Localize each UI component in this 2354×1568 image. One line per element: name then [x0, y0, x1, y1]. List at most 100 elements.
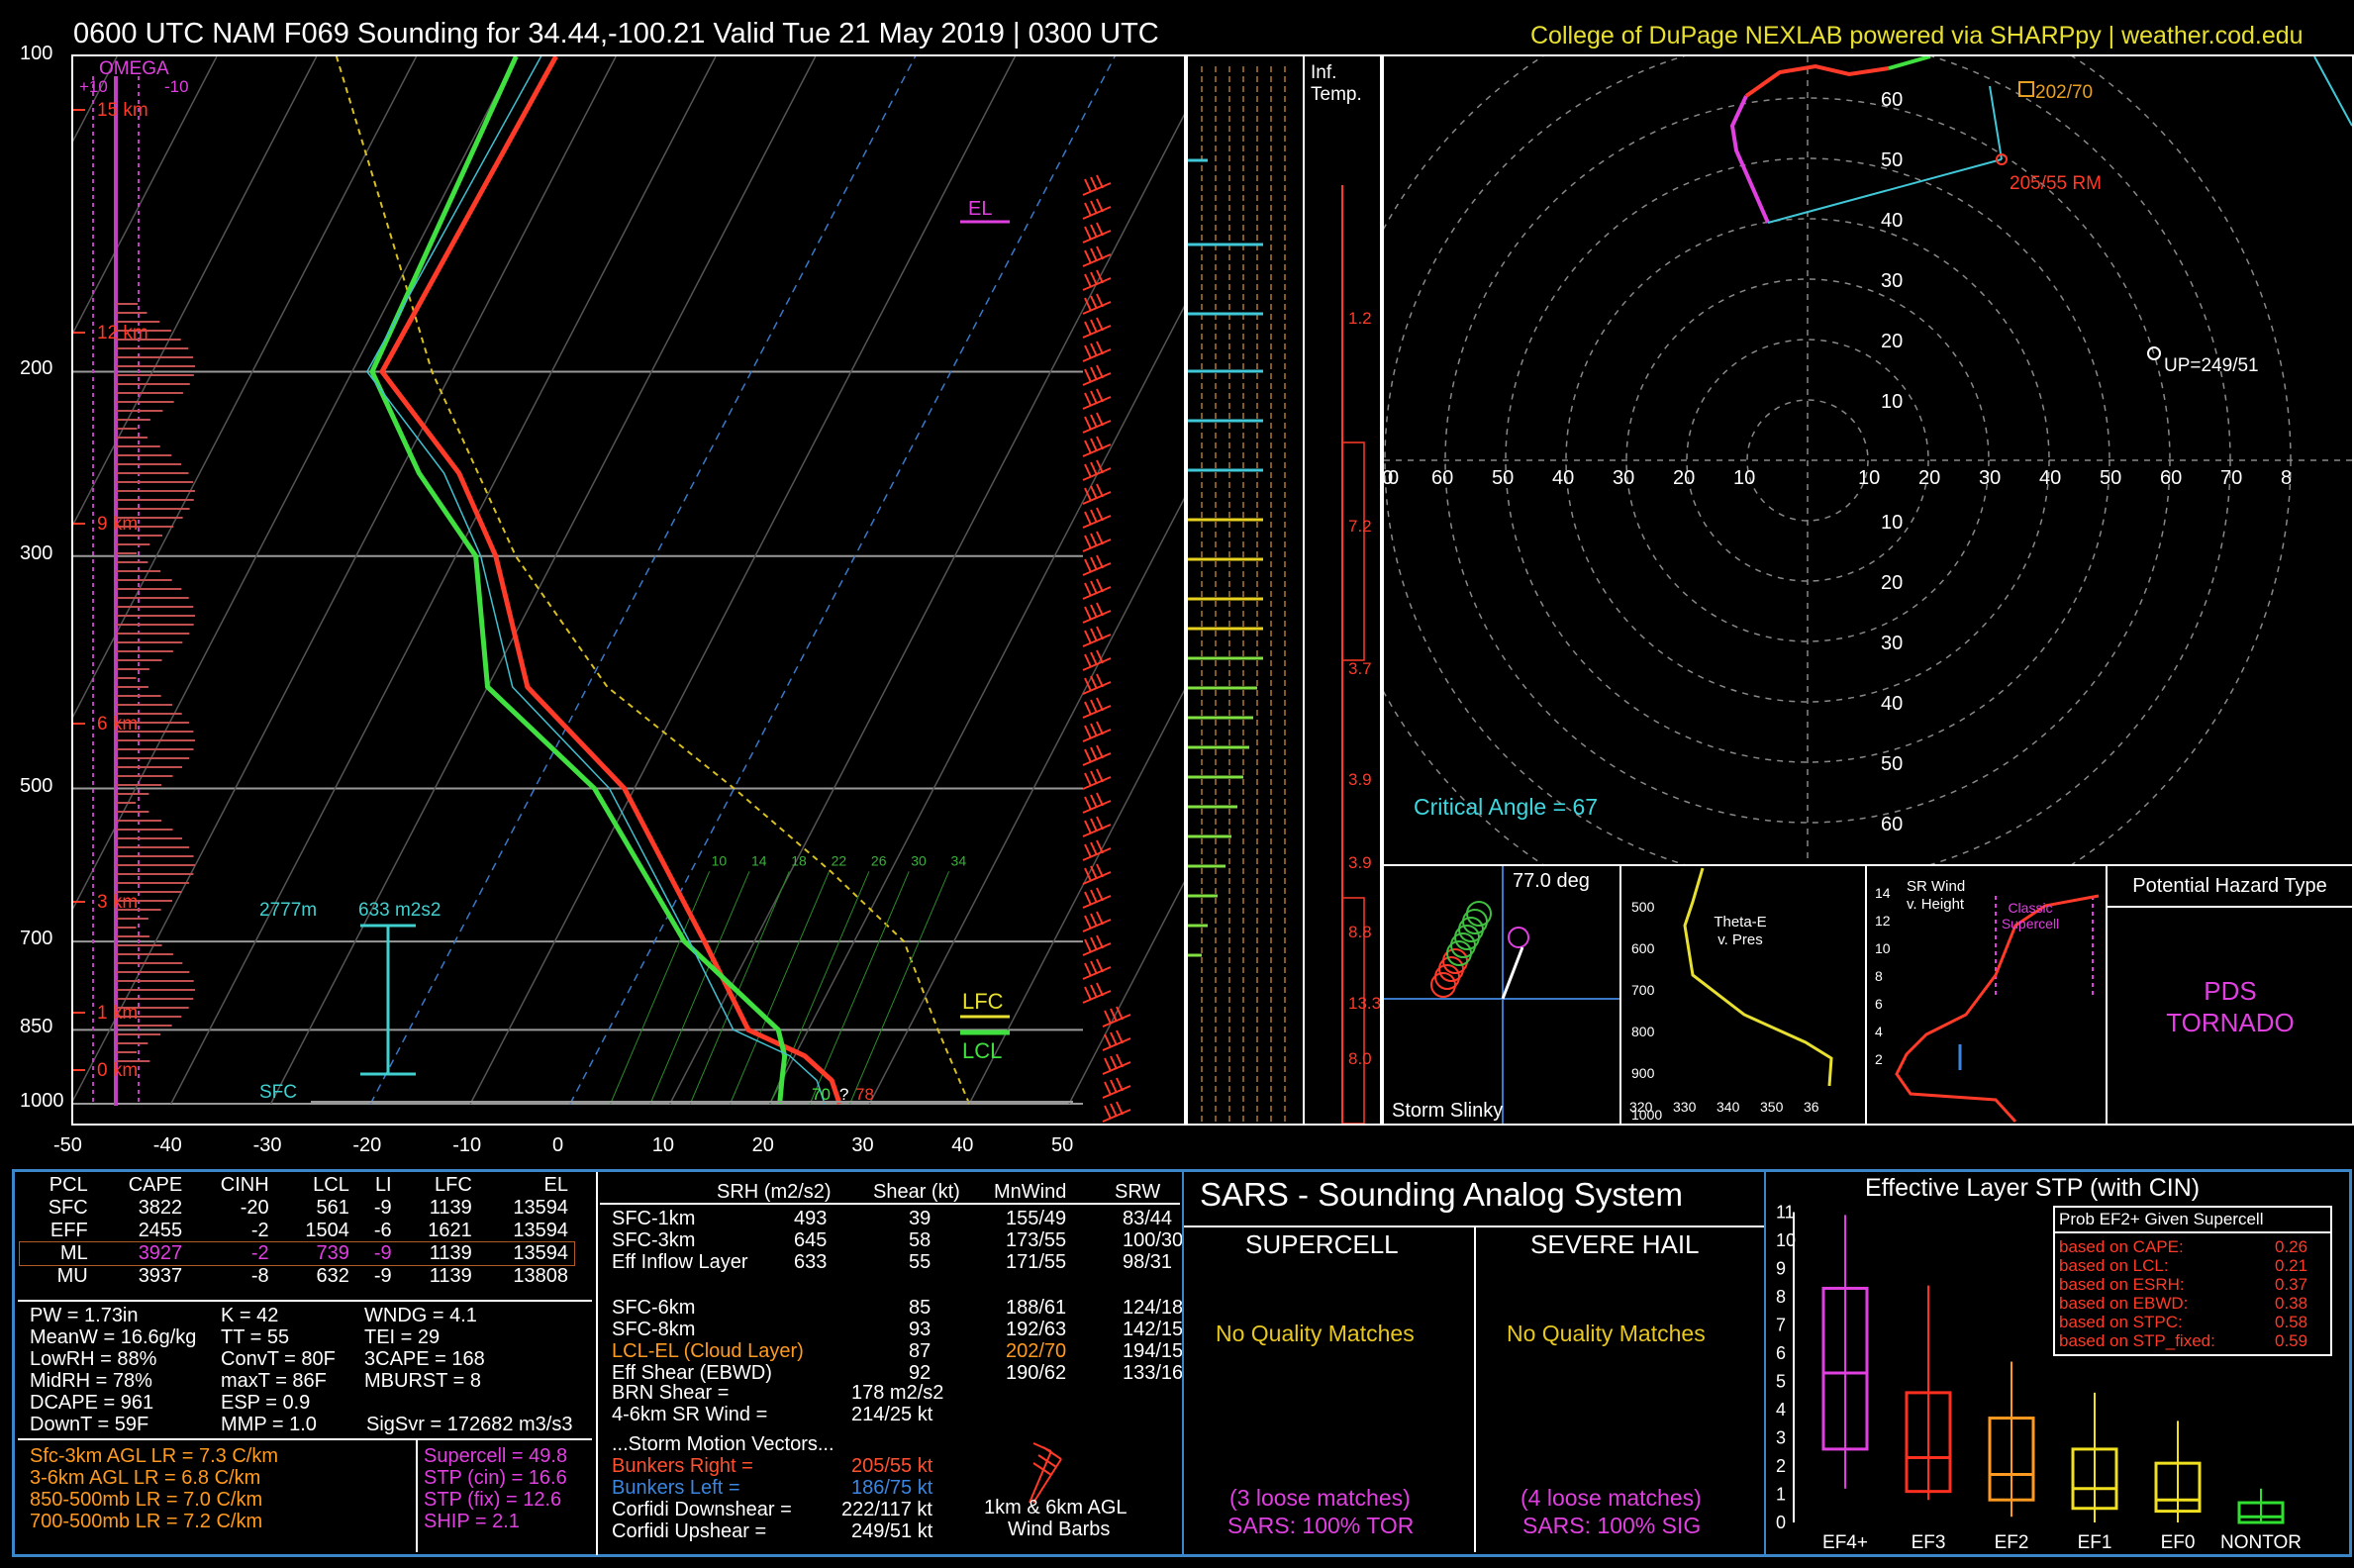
kinematic-cell: 171/55 [1006, 1251, 1067, 1273]
omega-scale-right: -10 [164, 77, 189, 96]
hodo-ring-label-down: 60 [1881, 814, 1903, 835]
wind-barb-flag [1104, 1057, 1112, 1072]
kinematic-cell: 98/31 [1123, 1251, 1173, 1273]
lcl-label: LCL [962, 1038, 1002, 1063]
parcel-cell: -8 [250, 1265, 269, 1287]
stp-box [1821, 1286, 1869, 1451]
prob-value: 0.38 [2275, 1294, 2308, 1313]
composite-indices: Supercell = 49.8 STP (cin) = 16.6 STP (fix… [424, 1445, 567, 1532]
kinematic-cell: 100/30 [1123, 1229, 1184, 1251]
sounding-title: 0600 UTC NAM F069 Sounding for 34.44,-10… [73, 18, 1159, 49]
index-value: 3CAPE = 168 [364, 1348, 485, 1370]
el-label: EL [968, 198, 992, 220]
bunkers-left-label: Bunkers Left = [612, 1477, 740, 1499]
parcel-cell: 3937 [138, 1265, 183, 1287]
hazard-panel: Potential Hazard Type PDS TORNADO [2106, 864, 2354, 1126]
inf-temp-value: 7.2 [1348, 517, 1372, 536]
srwind-height-tick: 14 [1875, 885, 1891, 901]
wind-barb-flag [1084, 416, 1092, 431]
inf-temp-value: 3.9 [1348, 853, 1372, 872]
stp-y-tick: 0 [1776, 1513, 1786, 1532]
wind-barb-flag [1090, 224, 1098, 239]
height-label: 9 km [97, 514, 138, 535]
wind-barb-flag [1096, 317, 1104, 332]
parcel-header-cell: PCL [49, 1174, 88, 1196]
inf-temp-value: 13.3 [1348, 994, 1380, 1013]
wind-barb-flag [1090, 319, 1098, 334]
parcel-cell: 739 [316, 1242, 349, 1264]
mixing-ratio-label: 18 [791, 852, 807, 868]
lapse-rate-value: 3-6km AGL LR = 6.8 C/km [30, 1467, 261, 1489]
kinematic-cell: 55 [909, 1251, 932, 1273]
wind-barb-flag [1090, 723, 1098, 737]
sars-hail-label: SEVERE HAIL [1530, 1229, 1700, 1259]
inf-temp-panel: Inf. Temp. 1.2 7.2 3.7 3.9 3.9 8.8 13.3 8.0 [1303, 54, 1382, 1126]
wind-barb-flag [1090, 770, 1098, 785]
wind-barb-flag [1084, 915, 1092, 930]
temperature-tick-label: 0 [552, 1134, 564, 1156]
stp-category-label: EF2 [1995, 1532, 2029, 1553]
lfc-label: LFC [962, 989, 1004, 1014]
isotherm-line [1068, 881, 1184, 1105]
wind-barb-flag [1090, 913, 1098, 928]
parcel-header-cell: EL [543, 1174, 568, 1196]
hodo-ring-label-up: 40 [1881, 210, 1903, 232]
wind-barb-flag [1090, 509, 1098, 524]
wind-barb-flag [1084, 202, 1092, 217]
temperature-tick-label: 40 [951, 1134, 974, 1156]
wind-barb-flag [1084, 273, 1092, 288]
wind-barb-flag [1096, 887, 1104, 902]
wind-barb-flag [1084, 677, 1092, 692]
bunkers-right-label: Bunkers Right = [612, 1455, 753, 1477]
parcel-header-cell: CINH [220, 1174, 269, 1196]
sars-title: SARS - Sounding Analog System [1200, 1176, 1683, 1213]
shear-vector [1989, 85, 2003, 160]
kinematic-cell: Eff Shear (EBWD) [612, 1362, 772, 1384]
wind-barb-flag [1096, 934, 1104, 949]
thermo-panel: PCL CAPE CINH LCL LI LFC EL SFC 3822 -20 561 -9 1139… [18, 1174, 592, 1552]
kinematic-cell: Eff Inflow Layer [612, 1251, 748, 1273]
rm-label: 205/55 RM [2010, 173, 2102, 194]
index-value: MeanW = 16.6g/kg [30, 1326, 197, 1348]
wind-barb-flag [1090, 271, 1098, 286]
wind-barb-flag [1096, 768, 1104, 783]
skewt-panel: 10 14 18 22 26 30 34 OMEGA +10 -10 15 km 12 km 9 km 6… [71, 54, 1186, 1126]
isotherm-line [369, 56, 917, 1105]
upshear-label: UP=249/51 [2164, 355, 2259, 376]
wind-barb-flag [1084, 440, 1092, 454]
srwind-classic: Classic Supercell [2001, 900, 2060, 931]
stp-category-label: EF3 [1912, 1532, 1946, 1553]
index-value: PW = 1.73in [30, 1305, 139, 1326]
parcel-cell: -2 [250, 1242, 269, 1264]
isotherm-line [170, 56, 717, 1105]
bunkers-right-value: 205/55 kt [851, 1455, 933, 1477]
prob-label: based on EBWD: [2059, 1294, 2189, 1313]
hodo-ring-label-up: 20 [1881, 331, 1903, 352]
parcel-cell: 13808 [513, 1265, 568, 1287]
wind-barb-flag [1096, 293, 1104, 308]
stp-y-tick: 11 [1776, 1203, 1795, 1223]
inf-temp-value: 8.0 [1348, 1049, 1372, 1068]
hodo-axis-label-right: 8 [2281, 467, 2292, 489]
kinematics-panel: SRH (m2/s2) Shear (kt) MnWind SRW SFC-1k… [600, 1174, 1184, 1552]
prob-value: 0.26 [2275, 1237, 2308, 1256]
barb-label-2: Wind Barbs [1008, 1519, 1111, 1540]
parcel-row: SFC 3822 -20 561 -9 1139 13594 [20, 1197, 574, 1220]
wind-barb-flag [1090, 556, 1098, 571]
inf-temp-value: 3.9 [1348, 770, 1372, 789]
kinematic-cell: SFC-3km [612, 1229, 696, 1251]
wind-barb-flag [1096, 911, 1104, 926]
thetae-theta-tick: 340 [1716, 1099, 1740, 1115]
kinematic-cell: 87 [909, 1340, 932, 1362]
wind-barb-flag [1090, 485, 1098, 500]
kinematic-cell: SFC-6km [612, 1297, 696, 1319]
hodo-ring-label-down: 50 [1881, 753, 1903, 775]
index-value: ConvT = 80F [221, 1348, 336, 1370]
stp-y-tick: 4 [1776, 1400, 1786, 1420]
wind-barb-flag [1090, 343, 1098, 357]
kinematic-cell: 142/15 [1123, 1319, 1184, 1340]
prob-value: 0.21 [2275, 1256, 2308, 1275]
stp-y-tick: 2 [1776, 1456, 1786, 1476]
kinematic-cell: 133/16 [1123, 1362, 1184, 1384]
